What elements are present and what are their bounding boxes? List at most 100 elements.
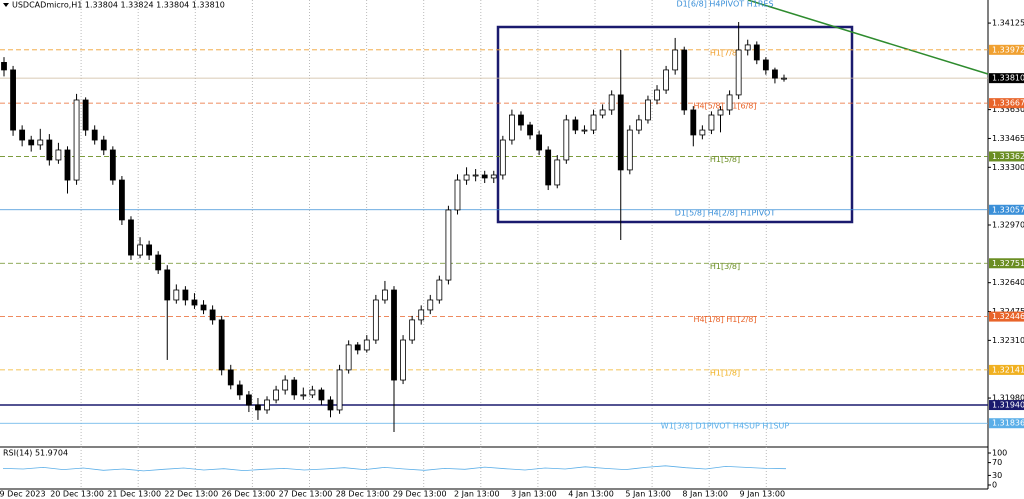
candle-body <box>554 159 561 186</box>
x-tick-label: 5 Jan 13:00 <box>625 490 671 499</box>
level-price-box <box>989 98 1024 109</box>
level-price-box <box>989 311 1024 322</box>
candle-body <box>64 149 71 181</box>
x-tick-label: 29 Dec 13:00 <box>393 490 447 499</box>
candle-body <box>572 119 579 131</box>
x-tick-label: 28 Dec 13:00 <box>336 490 390 499</box>
level-name: H1[7/8] <box>710 48 740 57</box>
x-tick-label: 2 Jan 13:00 <box>454 490 500 499</box>
candle-body <box>463 174 470 181</box>
level-price-box <box>989 418 1024 429</box>
x-tick-label: 22 Dec 13:00 <box>164 490 218 499</box>
candle-body <box>654 89 660 101</box>
candle-body <box>626 129 633 171</box>
level-price-label: 1.31940 <box>992 401 1024 410</box>
level-price-box <box>989 44 1024 55</box>
candle-body <box>744 44 751 51</box>
level-price-box <box>989 400 1024 411</box>
level-price-box <box>989 73 1024 84</box>
y-tick-label: 1.33630 <box>992 105 1024 114</box>
candle-body <box>681 49 688 111</box>
candle-body <box>1 62 7 71</box>
y-tick-label: 1.33465 <box>992 134 1024 143</box>
level-price-label: 1.33972 <box>992 45 1024 54</box>
x-tick-label: 3 Jan 13:00 <box>511 490 557 499</box>
candle-body <box>318 389 325 401</box>
indicator-label: RSI(14) 51.9704 <box>3 449 68 458</box>
candle-body <box>46 139 53 161</box>
y-tick-label: 1.32640 <box>992 278 1024 287</box>
candle-body <box>300 394 307 397</box>
candle-body <box>717 109 724 116</box>
candle-body <box>264 399 270 411</box>
chart-title: USDCADmicro,H1 1.33804 1.33824 1.33804 1… <box>12 1 225 10</box>
level-price-label: 1.33667 <box>992 99 1024 108</box>
candle-body <box>490 174 497 179</box>
candle-body <box>164 269 171 301</box>
level-price-box <box>989 258 1024 269</box>
candle-body <box>119 179 125 221</box>
candle-body <box>363 339 370 351</box>
level-name: H4[5/8] H1[6/8] <box>694 102 757 111</box>
x-tick-label: 27 Dec 13:00 <box>279 490 333 499</box>
level-name: D1[5/8] H4[2/8] H1PIVOT <box>675 208 776 217</box>
candle-body <box>128 219 134 256</box>
candle-body <box>472 174 479 177</box>
candle-body <box>617 94 624 171</box>
level-name: H1[5/8] <box>710 155 740 164</box>
x-tick-label: 8 Jan 13:00 <box>682 490 728 499</box>
candle-body <box>499 139 506 176</box>
candle-body <box>590 114 597 131</box>
candle-body <box>37 139 44 146</box>
candle-body <box>400 339 406 381</box>
rsi-tick-label: 30 <box>992 471 1002 480</box>
candle-body <box>10 69 16 131</box>
x-tick-label: 9 Jan 13:00 <box>740 490 786 499</box>
candle-body <box>291 379 298 396</box>
candle-body <box>536 134 543 151</box>
y-tick-label: 1.34125 <box>992 19 1024 28</box>
candle-body <box>327 399 334 411</box>
candle-body <box>753 44 760 61</box>
candle-body <box>345 344 352 371</box>
y-tick-label: 1.33300 <box>992 163 1024 172</box>
candle-body <box>137 244 143 256</box>
candle-body <box>191 299 198 306</box>
x-tick-label: 26 Dec 13:00 <box>221 490 275 499</box>
candle-body <box>309 389 316 396</box>
rsi-tick-label: 100 <box>992 449 1007 458</box>
candle-body <box>663 69 669 91</box>
level-name: H1[1/8] <box>710 368 740 377</box>
candle-body <box>735 49 742 96</box>
x-tick-label: 19 Dec 2023 <box>0 490 46 499</box>
level-price-label: 1.33057 <box>992 205 1024 214</box>
candle-body <box>690 109 697 136</box>
level-name: H1[3/8] <box>710 262 740 271</box>
candle-body <box>354 344 361 351</box>
candle-body <box>155 254 162 271</box>
candle-body <box>635 119 642 131</box>
candle-body <box>699 129 706 136</box>
range-box <box>496 25 854 224</box>
level-price-label: 1.32446 <box>992 312 1024 321</box>
candle-body <box>209 309 216 321</box>
candle-body <box>581 129 588 132</box>
time-grid <box>80 0 767 489</box>
level-price-box <box>989 364 1024 375</box>
candle-body <box>726 94 733 111</box>
candle-body <box>200 304 207 311</box>
level-name: H4[1/8] H1[2/8] <box>694 315 757 324</box>
level-price-label: 1.32751 <box>992 259 1024 268</box>
candle-body <box>100 139 107 151</box>
x-tick-label: 4 Jan 13:00 <box>568 490 614 499</box>
candle-body <box>772 69 778 79</box>
candle-body <box>527 124 533 136</box>
candle-body <box>445 209 452 281</box>
candle-body <box>273 389 279 401</box>
candle-body <box>545 149 552 186</box>
candle-body <box>391 289 397 381</box>
candle-body <box>282 379 289 391</box>
y-tick-label: 1.32970 <box>992 220 1024 229</box>
